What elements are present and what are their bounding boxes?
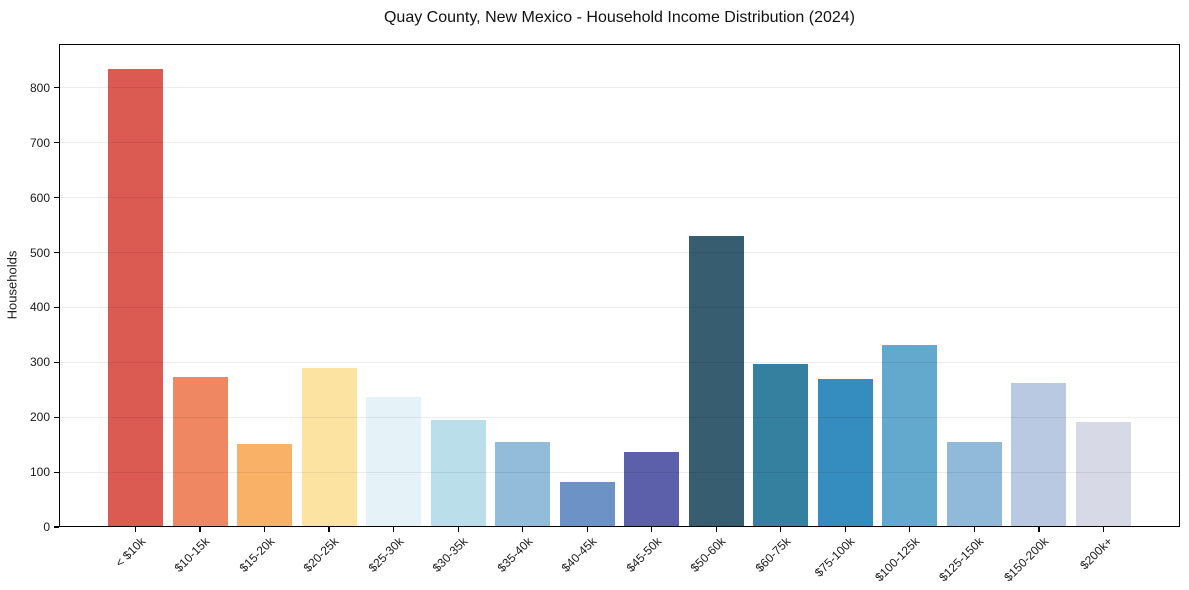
gridline-500 (59, 252, 1180, 253)
y-tick-mark (54, 87, 59, 88)
x-tick-mark (716, 527, 717, 532)
x-tick-mark (780, 527, 781, 532)
bar-100-125k (882, 345, 937, 527)
x-tick-mark (587, 527, 588, 532)
x-tick-mark (458, 527, 459, 532)
x-tick-mark (264, 527, 265, 532)
y-tick-mark (54, 307, 59, 308)
y-tick-label: 300 (0, 355, 50, 369)
x-tick-mark (1038, 527, 1039, 532)
y-tick-label: 600 (0, 191, 50, 205)
bar-15-20k (237, 444, 292, 527)
bar-125-150k (947, 442, 1002, 527)
bar-75-100k (818, 379, 873, 527)
y-tick-label: 500 (0, 246, 50, 260)
bar-10-15k (173, 377, 228, 527)
y-tick-mark (54, 142, 59, 143)
y-tick-mark (54, 252, 59, 253)
x-tick-label: < $10k (25, 535, 147, 590)
y-tick-label: 700 (0, 136, 50, 150)
x-tick-mark (135, 527, 136, 532)
x-tick-mark (845, 527, 846, 532)
gridline-200 (59, 417, 1180, 418)
plot-area (59, 44, 1180, 527)
gridline-600 (59, 197, 1180, 198)
x-tick-mark (199, 527, 200, 532)
chart-title: Quay County, New Mexico - Household Inco… (59, 9, 1180, 27)
y-tick-label: 100 (0, 465, 50, 479)
bar-150-200k (1011, 383, 1066, 527)
household-income-chart: Quay County, New Mexico - Household Inco… (0, 0, 1189, 590)
y-tick-mark (54, 472, 59, 473)
x-tick-mark (393, 527, 394, 532)
y-tick-label: 400 (0, 300, 50, 314)
bar-10k (108, 69, 163, 527)
x-tick-mark (651, 527, 652, 532)
x-tick-mark (1103, 527, 1104, 532)
y-tick-label: 0 (0, 520, 50, 534)
bar-50-60k (689, 236, 744, 527)
bar-40-45k (560, 482, 615, 527)
bar-35-40k (495, 442, 550, 527)
gridline-700 (59, 142, 1180, 143)
gridline-400 (59, 307, 1180, 308)
y-tick-mark (54, 197, 59, 198)
bar-45-50k (624, 452, 679, 527)
y-tick-mark (54, 362, 59, 363)
x-tick-mark (909, 527, 910, 532)
bar-20-25k (302, 368, 357, 527)
y-tick-label: 800 (0, 81, 50, 95)
x-tick-mark (522, 527, 523, 532)
bar-60-75k (753, 364, 808, 527)
bar-200k (1076, 422, 1131, 527)
gridline-300 (59, 362, 1180, 363)
gridline-100 (59, 472, 1180, 473)
y-tick-mark (54, 526, 59, 527)
x-tick-mark (974, 527, 975, 532)
y-tick-mark (54, 417, 59, 418)
gridline-800 (59, 87, 1180, 88)
y-tick-label: 200 (0, 410, 50, 424)
x-tick-mark (328, 527, 329, 532)
bar-30-35k (431, 420, 486, 527)
